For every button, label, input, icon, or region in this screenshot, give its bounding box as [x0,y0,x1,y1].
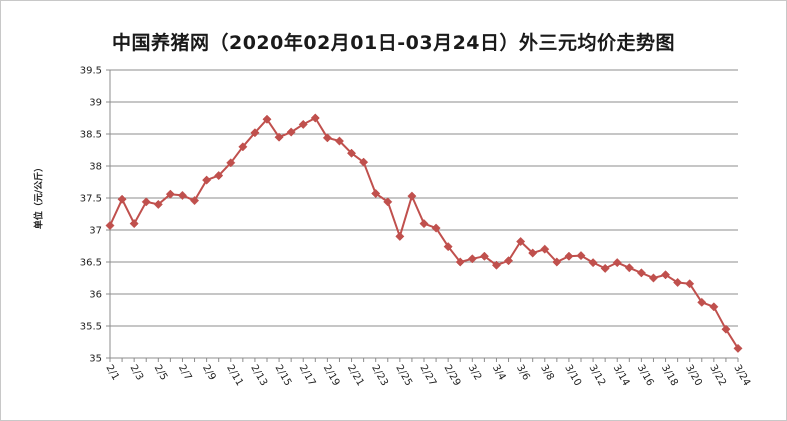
data-point [516,236,526,247]
data-point [624,263,634,273]
x-axis-ticks: 2/1 2/3 2/5 2/7 2/9 2/11 2/13 2/15 2/17 2/19 2/21 2… [103,358,752,388]
data-point [153,199,163,209]
data-point [528,248,538,258]
x-tick-label: 2/5 [152,363,170,382]
data-point [467,254,477,264]
data-point [334,136,345,146]
data-point [105,220,115,231]
x-tick-label: 2/25 [393,363,414,388]
x-tick-label: 2/11 [224,363,245,388]
series-group [105,113,743,353]
data-point [588,258,598,268]
data-point [250,128,260,138]
data-point [274,132,284,142]
x-tick-label: 3/10 [562,363,583,388]
data-point [298,119,308,129]
y-tick-label: 35 [89,354,102,365]
x-tick-label: 2/23 [369,363,390,388]
data-point [359,157,369,167]
y-tick-label: 39.5 [80,66,102,77]
x-tick-label: 2/15 [272,363,293,388]
data-point [141,197,151,207]
x-tick-label: 3/4 [490,363,508,382]
data-point [202,175,212,185]
gridlines [109,69,738,359]
y-tick-label: 39 [89,98,102,109]
data-point [455,257,465,267]
y-tick-label: 37 [89,226,102,237]
y-tick-label: 37.5 [80,194,102,205]
data-point [322,133,332,143]
data-point [648,273,659,283]
data-point [576,251,586,261]
x-tick-label: 3/12 [586,363,607,388]
x-tick-label: 3/20 [683,363,704,388]
data-point [636,268,646,278]
x-tick-label: 3/14 [611,363,632,388]
x-tick-label: 2/21 [345,363,366,388]
x-tick-label: 2/1 [103,363,121,382]
data-point [129,219,139,229]
data-point [226,158,236,168]
data-point [189,196,200,206]
data-point [286,127,296,137]
x-tick-label: 3/6 [514,363,532,382]
x-tick-label: 3/24 [731,363,752,388]
data-point [600,263,610,273]
data-point [685,279,695,289]
data-point [443,242,453,252]
data-point [697,297,707,307]
x-tick-label: 3/18 [659,363,680,388]
y-tick-label: 36 [89,290,102,301]
data-point [238,142,248,152]
data-point [383,197,393,207]
data-point [177,190,188,200]
x-tick-label: 2/19 [321,363,342,388]
data-point [346,148,357,158]
data-point [395,231,405,241]
data-point [262,114,272,124]
data-point [673,277,683,288]
y-tick-label: 36.5 [80,258,102,269]
x-tick-label: 2/3 [128,363,146,382]
data-point [721,324,731,334]
data-point [540,244,550,254]
data-point [733,343,743,353]
data-point [165,189,175,199]
y-tick-label: 38 [89,162,102,173]
x-tick-label: 3/8 [538,363,556,382]
data-point [431,223,441,233]
x-tick-label: 2/7 [176,363,194,382]
data-point [552,257,562,267]
y-tick-label: 35.5 [80,322,102,333]
x-tick-label: 2/9 [200,363,218,382]
data-point [503,256,514,266]
x-tick-label: 2/17 [297,363,318,388]
data-point [407,191,417,201]
data-point [491,260,502,270]
data-point [117,194,127,204]
x-tick-label: 2/27 [417,363,438,388]
series-line [109,117,739,349]
x-tick-label: 2/13 [248,363,269,388]
y-tick-label: 38.5 [80,130,102,141]
data-point [612,258,622,268]
data-point [310,113,320,123]
data-point [479,251,489,261]
data-point [214,171,224,181]
data-point [371,188,381,199]
x-tick-label: 2/29 [442,363,463,388]
data-point [564,251,574,261]
x-tick-label: 3/2 [466,363,484,382]
chart-title: 中国养猪网（2020年02月01日-03月24日）外三元均价走势图 [111,32,676,54]
x-tick-label: 3/22 [707,363,728,388]
y-axis-ticks: 35 35.5 36 36.5 37 37.5 38 38.5 39 39.5 [80,66,110,365]
data-point [419,219,429,229]
data-point [660,270,671,280]
data-point [709,302,719,312]
x-tick-label: 3/16 [635,363,656,388]
